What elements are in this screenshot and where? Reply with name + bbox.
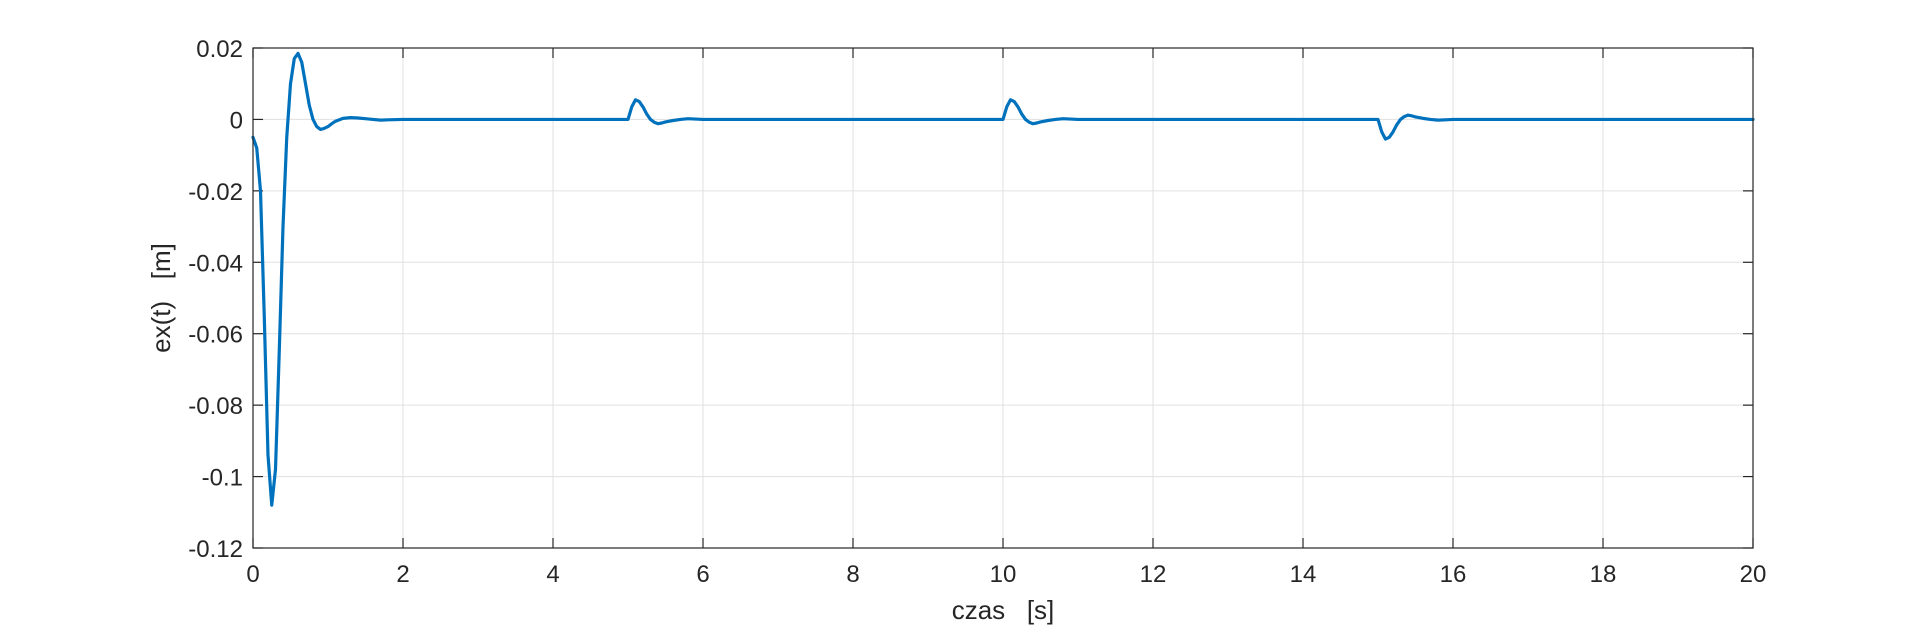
x-tick-label: 18 xyxy=(1590,561,1617,588)
y-axis-label: ex(t) [m] xyxy=(146,243,176,353)
y-tick-labels: 0.02 0 -0.02 -0.04 -0.06 -0.08 -0.1 -0.12 xyxy=(188,36,243,563)
x-tick-label: 10 xyxy=(990,561,1017,588)
y-tick-label: -0.1 xyxy=(202,465,243,492)
y-tick-label: -0.04 xyxy=(188,250,243,277)
y-tick-label: -0.12 xyxy=(188,536,243,563)
y-tick-label: -0.06 xyxy=(188,322,243,349)
x-tick-label: 20 xyxy=(1740,561,1767,588)
x-tick-label: 8 xyxy=(846,561,859,588)
x-tick-label: 4 xyxy=(546,561,559,588)
x-tick-label: 2 xyxy=(396,561,409,588)
y-tick-label: 0 xyxy=(230,107,243,134)
x-tick-labels: 0 2 4 6 8 10 12 14 16 18 20 xyxy=(246,561,1766,588)
x-tick-label: 0 xyxy=(246,561,259,588)
plot-frame xyxy=(252,47,1754,549)
y-tick-label: 0.02 xyxy=(196,36,243,63)
x-tick-label: 14 xyxy=(1290,561,1317,588)
series-line xyxy=(251,51,1755,507)
x-tick-label: 16 xyxy=(1440,561,1467,588)
x-tick-label: 6 xyxy=(696,561,709,588)
x-tick-label: 12 xyxy=(1140,561,1167,588)
x-axis-label: czas [s] xyxy=(952,595,1055,625)
y-tick-label: -0.02 xyxy=(188,179,243,206)
y-tick-label: -0.08 xyxy=(188,393,243,420)
